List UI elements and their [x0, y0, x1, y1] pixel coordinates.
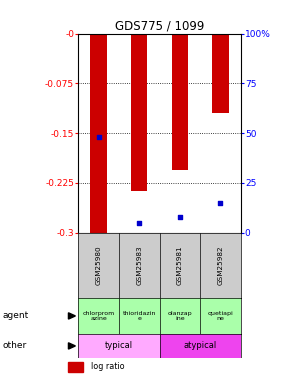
- Text: typical: typical: [105, 341, 133, 350]
- Bar: [131, 34, 147, 191]
- Point: [218, 200, 223, 206]
- Title: GDS775 / 1099: GDS775 / 1099: [115, 20, 204, 33]
- Point: [177, 214, 182, 220]
- Text: GSM25981: GSM25981: [177, 246, 183, 285]
- Text: thioridazin
e: thioridazin e: [122, 310, 156, 321]
- Polygon shape: [68, 313, 75, 319]
- Bar: [212, 34, 229, 113]
- Bar: [68, 362, 83, 372]
- Polygon shape: [68, 343, 75, 349]
- Point: [137, 219, 142, 225]
- Text: log ratio: log ratio: [90, 362, 124, 371]
- Text: agent: agent: [3, 311, 29, 320]
- Bar: [90, 34, 107, 232]
- Text: olanzap
ine: olanzap ine: [168, 310, 192, 321]
- Text: GSM25980: GSM25980: [96, 246, 101, 285]
- Point: [96, 134, 101, 140]
- Bar: [172, 34, 188, 170]
- Text: other: other: [3, 341, 27, 350]
- Text: quetiapi
ne: quetiapi ne: [208, 310, 233, 321]
- Text: GSM25983: GSM25983: [136, 246, 142, 285]
- Text: GSM25982: GSM25982: [218, 246, 223, 285]
- Text: chlorprom
azine: chlorprom azine: [82, 310, 115, 321]
- Text: atypical: atypical: [184, 341, 217, 350]
